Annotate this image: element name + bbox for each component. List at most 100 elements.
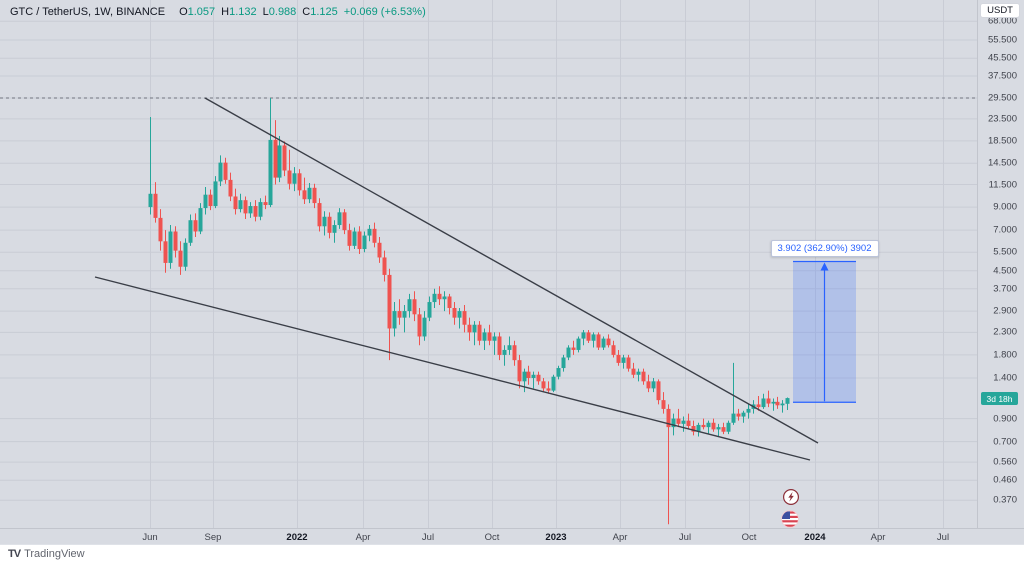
candle-body bbox=[158, 217, 163, 242]
candle-body bbox=[621, 357, 626, 363]
candle-body bbox=[517, 360, 522, 382]
tradingview-logo-text[interactable]: TradingView bbox=[24, 548, 85, 560]
price-axis-label: 11.500 bbox=[988, 179, 1017, 191]
symbol-title[interactable]: GTC / TetherUS, 1W, BINANCE bbox=[10, 6, 166, 18]
candle-body bbox=[342, 212, 347, 231]
candle-body bbox=[646, 381, 651, 389]
candle-body bbox=[766, 398, 771, 404]
candle-body bbox=[163, 241, 168, 263]
tradingview-logo-icon[interactable]: TV bbox=[8, 548, 21, 560]
candle-body bbox=[228, 179, 233, 197]
price-axis[interactable]: 68.000 55.500 45.500 37.500 29.500 23.500 18.5… bbox=[977, 0, 1024, 528]
candle-body bbox=[263, 202, 268, 206]
price-axis-label: 7.000 bbox=[993, 224, 1017, 236]
candle-body bbox=[317, 203, 322, 227]
candle-body bbox=[457, 311, 462, 318]
candle-body bbox=[273, 139, 278, 178]
candle-body bbox=[153, 193, 158, 218]
price-axis-label: 37.500 bbox=[987, 70, 1017, 82]
candle-body bbox=[716, 427, 721, 430]
time-axis-label: Sep bbox=[204, 532, 222, 543]
candle-body bbox=[626, 357, 631, 369]
candle-body bbox=[571, 347, 576, 350]
candle-body bbox=[477, 324, 482, 341]
ohlc-value: 0.988 bbox=[268, 6, 297, 18]
candle-body bbox=[771, 401, 776, 404]
candle-body bbox=[472, 324, 477, 333]
price-axis-label: 23.500 bbox=[987, 113, 1017, 125]
measure-arrow-head bbox=[820, 262, 829, 271]
candle-body bbox=[218, 162, 223, 182]
candle-body bbox=[606, 338, 611, 346]
candle-body bbox=[447, 296, 452, 308]
candle-body bbox=[392, 311, 397, 329]
trendline-lower[interactable] bbox=[94, 276, 811, 461]
ohlc-value: 1.125 bbox=[310, 6, 338, 18]
price-axis-label: 2.900 bbox=[993, 305, 1017, 317]
ohlc-value: 1.132 bbox=[229, 6, 257, 18]
currency-toggle-button[interactable]: USDT bbox=[980, 3, 1020, 18]
candle-body bbox=[611, 345, 616, 355]
candle-body bbox=[407, 299, 412, 312]
candle-body bbox=[372, 228, 377, 243]
candle-body bbox=[213, 181, 218, 207]
us-flag-icon[interactable] bbox=[780, 509, 800, 529]
candle-body bbox=[238, 200, 243, 210]
attribution-bar: TV TradingView bbox=[0, 544, 1024, 562]
measure-tool-label[interactable]: 3.902 (362.90%) 3902 bbox=[770, 240, 879, 258]
candle-body bbox=[522, 371, 527, 382]
ohlc-letter: H bbox=[221, 6, 230, 18]
candle-body bbox=[551, 376, 556, 391]
candle-body bbox=[756, 404, 761, 408]
price-axis-label: 5.500 bbox=[993, 246, 1017, 258]
time-axis-label: Apr bbox=[870, 532, 886, 543]
candle-body bbox=[268, 139, 273, 206]
candle-body bbox=[467, 324, 472, 333]
price-axis-label: 55.500 bbox=[987, 34, 1017, 46]
candle-body bbox=[780, 403, 785, 406]
candle-body bbox=[248, 206, 253, 214]
candle-body bbox=[651, 381, 656, 389]
candle-body bbox=[482, 332, 487, 341]
candle-body bbox=[586, 332, 591, 341]
candle-body bbox=[487, 332, 492, 341]
candle-body bbox=[596, 334, 601, 348]
candle-body bbox=[591, 334, 596, 341]
candle-body bbox=[502, 349, 507, 355]
time-axis-label: 2023 bbox=[545, 532, 567, 543]
price-axis-label: 18.500 bbox=[987, 135, 1017, 147]
candle-body bbox=[711, 422, 716, 430]
candle-body bbox=[432, 293, 437, 303]
time-axis-label: Apr bbox=[355, 532, 371, 543]
time-axis-label: Apr bbox=[612, 532, 628, 543]
candle-body bbox=[691, 426, 696, 432]
candle-body bbox=[183, 242, 188, 267]
candle-body bbox=[746, 408, 751, 413]
ohlc-value: 1.057 bbox=[187, 6, 216, 18]
candle-body bbox=[561, 357, 566, 369]
time-axis-label: 2024 bbox=[804, 532, 826, 543]
price-axis-label: 0.460 bbox=[993, 474, 1017, 486]
price-axis-label: 14.500 bbox=[987, 157, 1017, 169]
lightning-icon[interactable] bbox=[782, 488, 800, 506]
candle-body bbox=[726, 422, 731, 432]
candle-body bbox=[721, 427, 726, 432]
candle-body bbox=[452, 307, 457, 318]
trendline-upper[interactable] bbox=[204, 97, 819, 444]
candle-body bbox=[168, 231, 173, 263]
candle-body bbox=[785, 398, 790, 404]
time-axis-label: Jul bbox=[421, 532, 435, 543]
candle-body bbox=[297, 173, 302, 191]
candle-body bbox=[631, 368, 636, 375]
candle-body bbox=[666, 408, 671, 428]
countdown-badge: 3d 18h bbox=[981, 392, 1018, 406]
time-axis[interactable]: Jun Sep 2022 Apr Jul Oct 2023 Apr Jul Oct 2024 Apr J… bbox=[0, 528, 1024, 545]
time-axis-label: Oct bbox=[741, 532, 757, 543]
time-axis-label: 2022 bbox=[286, 532, 308, 543]
price-axis-label: 1.400 bbox=[993, 372, 1017, 384]
candle-body bbox=[462, 311, 467, 325]
candle-body bbox=[412, 299, 417, 315]
candle-body bbox=[347, 230, 352, 246]
candle-body bbox=[671, 418, 676, 428]
